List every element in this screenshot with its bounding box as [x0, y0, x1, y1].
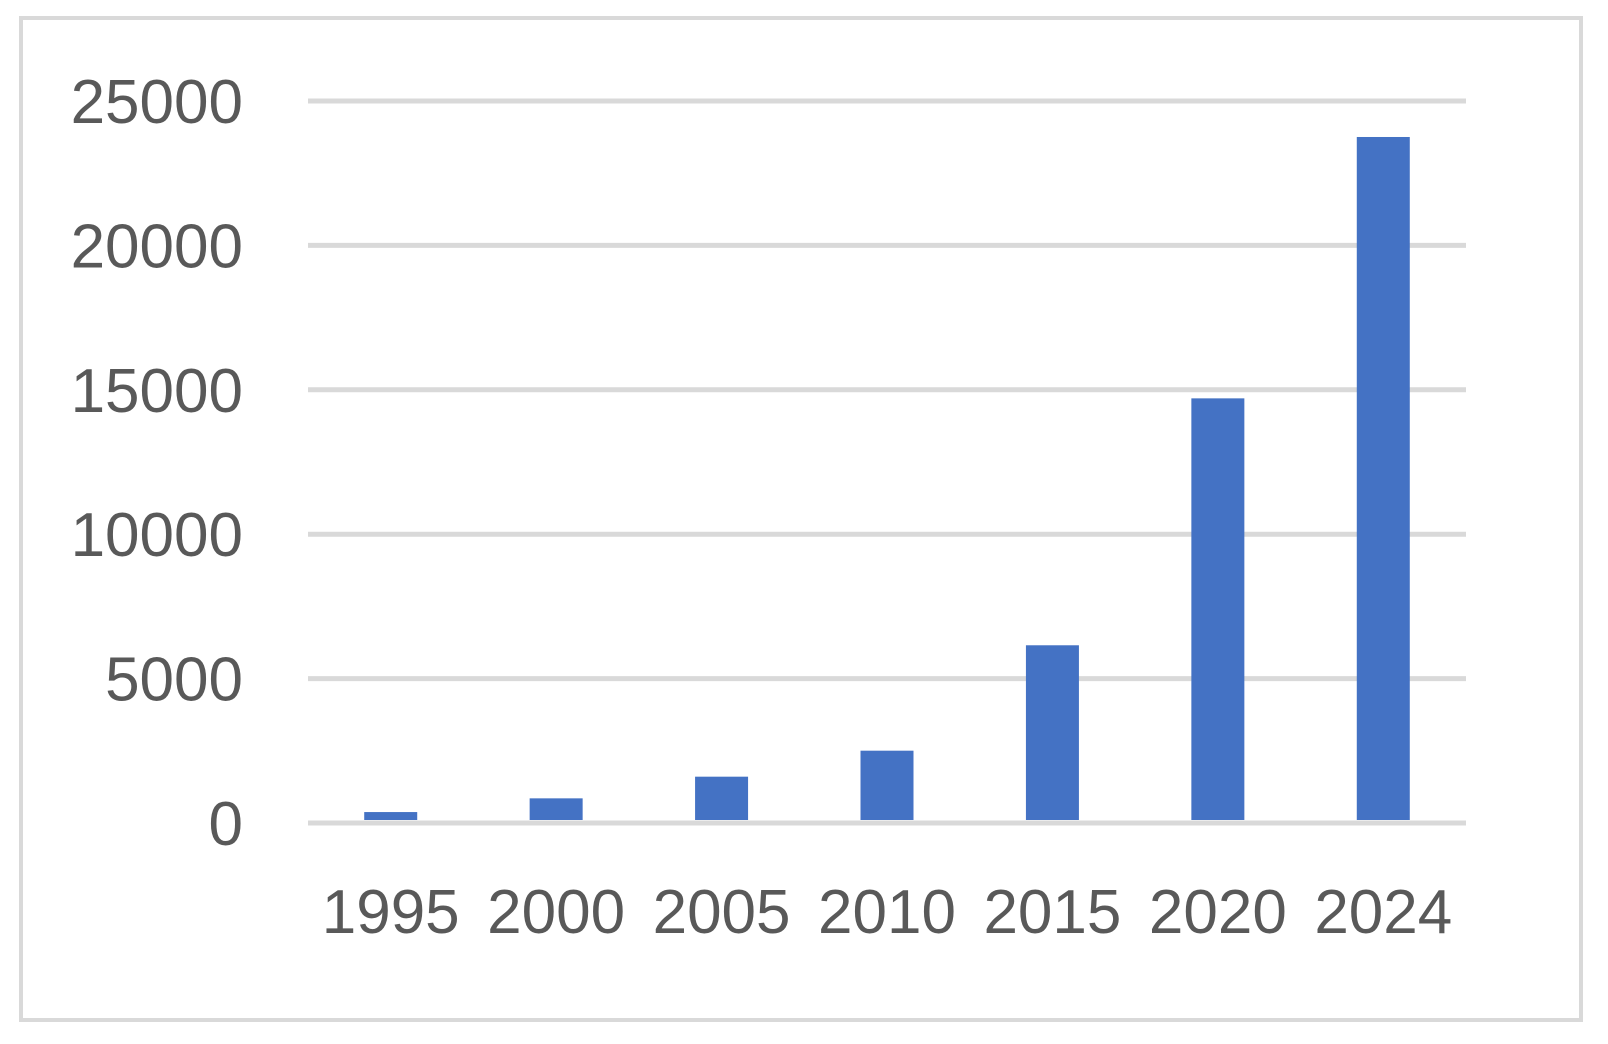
bar-2010	[860, 750, 914, 820]
bar-2020	[1191, 398, 1245, 820]
y-tick-label: 5000	[105, 646, 243, 715]
y-tick-label: 25000	[71, 68, 243, 137]
y-tick-label: 0	[209, 790, 243, 859]
x-tick-label: 1995	[322, 878, 460, 947]
x-axis-tick-labels: 1995 2000 2005 2010 2015 2020 2024	[322, 878, 1453, 947]
bar-2015	[1025, 645, 1079, 820]
y-axis-tick-labels: 0 5000 10000 15000 20000 25000	[71, 68, 243, 859]
bar-2005	[695, 776, 749, 820]
chart-frame	[19, 16, 1583, 1022]
x-tick-label: 2024	[1314, 878, 1452, 947]
bar-2024	[1356, 136, 1410, 820]
x-tick-label: 2015	[983, 878, 1121, 947]
y-tick-label: 20000	[71, 212, 243, 281]
bar-1995	[364, 812, 418, 820]
x-tick-label: 2005	[653, 878, 791, 947]
y-tick-label: 10000	[71, 501, 243, 570]
x-tick-label: 2010	[818, 878, 956, 947]
bars	[364, 136, 1410, 820]
gridlines	[308, 98, 1466, 826]
bar-2000	[529, 798, 583, 820]
x-tick-label: 2000	[487, 878, 625, 947]
x-tick-label: 2020	[1149, 878, 1287, 947]
y-tick-label: 15000	[71, 357, 243, 426]
